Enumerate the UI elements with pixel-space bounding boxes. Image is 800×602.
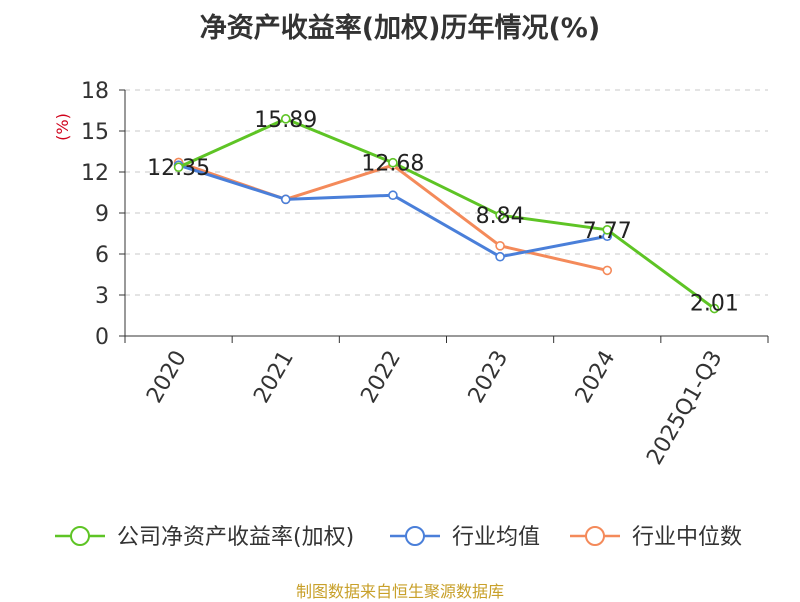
legend-marker — [585, 526, 605, 546]
data-label: 8.84 — [476, 204, 525, 229]
legend-marker — [405, 526, 425, 546]
x-tick-label: 2020 — [142, 347, 192, 408]
data-label: 7.77 — [583, 219, 632, 244]
data-point — [495, 210, 505, 220]
data-label: 2.01 — [690, 292, 739, 317]
data-point — [280, 114, 291, 124]
x-tick-label: 2022 — [356, 347, 406, 408]
x-tick-label: 2023 — [464, 347, 514, 408]
legend[interactable]: 公司净资产收益率(加权) 行业均值 行业中位数 — [55, 525, 742, 550]
y-tick-label: 12 — [81, 161, 109, 186]
data-point — [388, 190, 398, 201]
data-point — [388, 157, 398, 168]
y-axis-label: (%) — [53, 113, 72, 141]
data-label: 12.68 — [361, 152, 424, 177]
data-label: 12.35 — [147, 156, 210, 181]
y-tick-label: 3 — [95, 284, 109, 309]
data-point — [602, 265, 613, 276]
y-tick-label: 18 — [81, 79, 109, 104]
data-point — [173, 162, 184, 173]
y-tick-label: 9 — [95, 202, 109, 227]
chart-title: 净资产收益率(加权)历年情况(%) — [199, 13, 601, 44]
grid-lines — [125, 89, 768, 296]
legend-label: 行业均值 — [452, 525, 540, 550]
y-tick-label: 0 — [95, 325, 109, 350]
x-tick-label: 2025Q1-Q3 — [642, 347, 727, 470]
data-point — [495, 241, 505, 251]
legend-label: 行业中位数 — [632, 525, 742, 550]
data-point — [495, 251, 505, 262]
legend-marker — [70, 526, 90, 546]
series-line — [178, 161, 608, 272]
x-tick-label: 2024 — [571, 347, 621, 408]
y-tick-label: 6 — [95, 243, 109, 268]
source-note: 制图数据来自恒生聚源数据库 — [295, 582, 504, 601]
data-point — [280, 194, 291, 205]
data-point — [709, 303, 720, 314]
axes: 0 3 6 9 12 15 18 (%) 2020 2021 2022 2023 2024 2025Q1-… — [53, 79, 769, 470]
data-label: 15.89 — [254, 108, 317, 133]
data-labels: 12.35 15.89 12.68 8.84 7.77 2.01 — [147, 108, 739, 317]
x-tick-label: 2021 — [249, 347, 299, 408]
data-point — [602, 225, 613, 235]
series-line — [177, 117, 716, 310]
y-tick-label: 15 — [81, 120, 109, 145]
series-line — [178, 163, 608, 259]
series-lines — [173, 114, 720, 314]
legend-label: 公司净资产收益率(加权) — [117, 525, 354, 550]
